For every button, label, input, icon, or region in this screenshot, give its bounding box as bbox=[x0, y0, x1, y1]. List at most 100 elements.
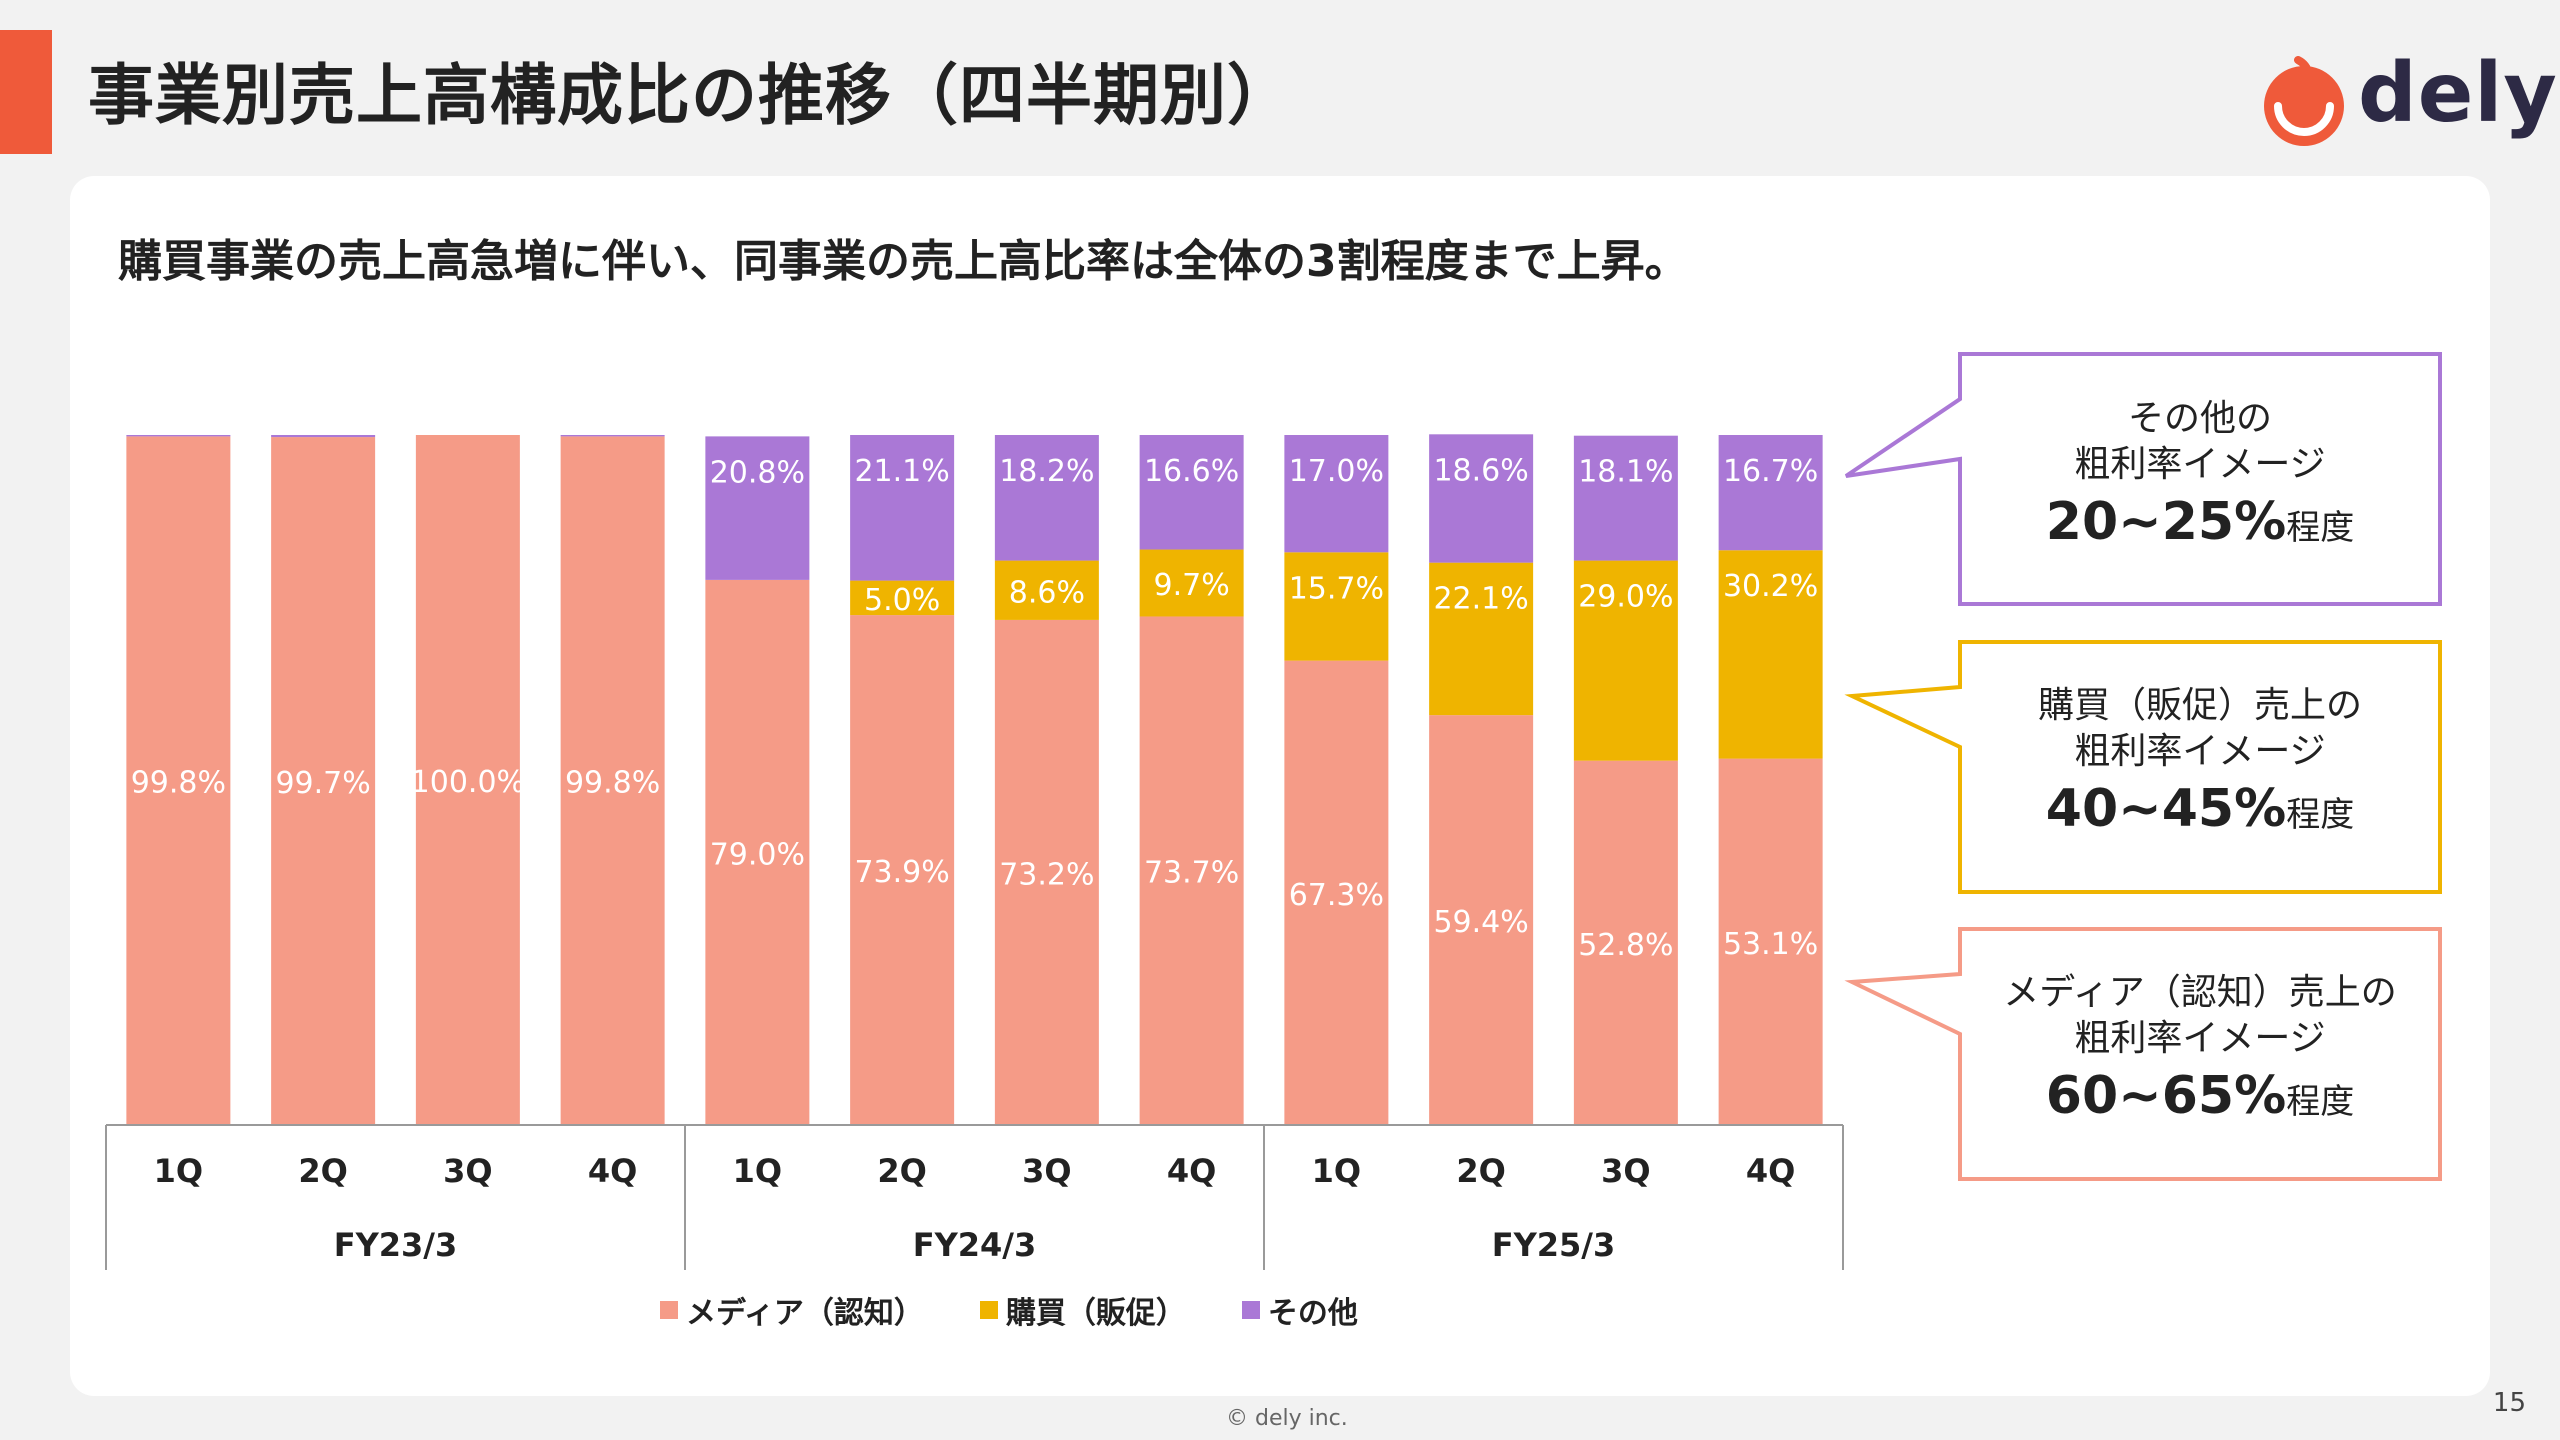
page-number: 15 bbox=[2492, 1388, 2526, 1418]
data-label-media-3: 100.0% bbox=[411, 765, 525, 800]
legend-swatch-media bbox=[660, 1301, 678, 1319]
dely-logo: dely bbox=[2258, 46, 2557, 156]
bar-media-1 bbox=[126, 436, 231, 1125]
callout-media-line2: 粗利率イメージ bbox=[2074, 1018, 2326, 1059]
legend-label-purchase: 購買（販促） bbox=[1005, 1296, 1186, 1331]
x-tick-label-3: 3Q bbox=[443, 1152, 492, 1190]
data-label-media-4: 99.8% bbox=[565, 766, 660, 801]
bar-media-3 bbox=[415, 435, 520, 1125]
bar-purchase-9 bbox=[1284, 552, 1389, 661]
callout-purchase-text: 購買（販促）売上の 粗利率イメージ 40~45%程度 bbox=[1960, 683, 2440, 843]
data-label-media-5: 79.0% bbox=[710, 837, 805, 872]
data-label-media-9: 67.3% bbox=[1289, 878, 1384, 913]
data-label-purchase-6: 5.0% bbox=[864, 583, 940, 618]
callout-purchase-line2: 粗利率イメージ bbox=[2074, 731, 2326, 772]
legend-item-media: メディア（認知） bbox=[660, 1288, 924, 1332]
bar-media-12 bbox=[1718, 758, 1823, 1125]
x-tick-label-10: 2Q bbox=[1456, 1152, 1505, 1190]
bar-media-11 bbox=[1573, 760, 1678, 1125]
bar-media-10 bbox=[1429, 715, 1534, 1125]
bar-media-8 bbox=[1139, 616, 1244, 1125]
callout-media-line1: メディア（認知）売上の bbox=[2003, 972, 2397, 1013]
logo-text: dely bbox=[2358, 46, 2558, 141]
legend-label-media: メディア（認知） bbox=[686, 1296, 924, 1331]
bar-other-5 bbox=[705, 436, 810, 580]
footer-copyright: © dely inc. bbox=[1226, 1406, 1348, 1431]
bar-other-11 bbox=[1573, 435, 1678, 561]
bar-other-8 bbox=[1139, 435, 1244, 550]
bar-media-7 bbox=[994, 619, 1099, 1125]
bar-other-12 bbox=[1718, 435, 1823, 551]
bar-media-9 bbox=[1284, 660, 1389, 1125]
data-label-media-2: 99.7% bbox=[275, 766, 370, 801]
data-label-other-7: 18.2% bbox=[999, 454, 1094, 489]
legend-item-purchase: 購買（販促） bbox=[979, 1288, 1186, 1332]
callout-purchase-value: 40~45% bbox=[2045, 779, 2287, 839]
bar-purchase-6 bbox=[850, 580, 955, 616]
data-label-other-11: 18.1% bbox=[1578, 455, 1673, 490]
bar-other-9 bbox=[1284, 435, 1389, 553]
data-label-other-10: 18.6% bbox=[1433, 453, 1528, 488]
callout-media-value: 60~65% bbox=[2045, 1066, 2287, 1126]
data-label-media-12: 53.1% bbox=[1723, 927, 1818, 962]
callout-media-text: メディア（認知）売上の 粗利率イメージ 60~65%程度 bbox=[1960, 970, 2440, 1130]
data-label-purchase-8: 9.7% bbox=[1154, 568, 1230, 603]
x-tick-label-7: 3Q bbox=[1022, 1152, 1071, 1190]
bar-purchase-11 bbox=[1573, 560, 1678, 761]
data-label-purchase-9: 15.7% bbox=[1289, 571, 1384, 606]
bar-other-10 bbox=[1429, 434, 1534, 563]
bar-other-6 bbox=[850, 435, 955, 581]
legend-swatch-purchase bbox=[979, 1301, 998, 1319]
bar-purchase-12 bbox=[1718, 550, 1823, 759]
bar-media-6 bbox=[850, 615, 955, 1125]
data-label-media-10: 59.4% bbox=[1433, 905, 1528, 940]
x-tick-label-6: 2Q bbox=[877, 1152, 926, 1190]
callout-box-purchase bbox=[1844, 640, 2442, 894]
data-label-media-7: 73.2% bbox=[999, 857, 1094, 892]
bar-purchase-7 bbox=[994, 560, 1099, 620]
callout-other-line2: 粗利率イメージ bbox=[2074, 444, 2326, 485]
data-label-other-8: 16.6% bbox=[1144, 454, 1239, 489]
chart-legend: メディア（認知） 購買（販促） その他 bbox=[660, 1288, 1358, 1332]
data-label-other-6: 21.1% bbox=[854, 454, 949, 489]
x-tick-label-4: 4Q bbox=[588, 1152, 637, 1190]
data-label-purchase-12: 30.2% bbox=[1723, 569, 1818, 604]
data-label-purchase-11: 29.0% bbox=[1578, 580, 1673, 615]
callout-box-other bbox=[1844, 352, 2442, 606]
title-accent-bar bbox=[0, 30, 52, 154]
legend-swatch-other bbox=[1241, 1301, 1260, 1319]
data-label-media-11: 52.8% bbox=[1578, 928, 1673, 963]
x-tick-label-8: 4Q bbox=[1167, 1152, 1216, 1190]
callout-other-suffix: 程度 bbox=[2286, 508, 2355, 548]
callout-box-media bbox=[1844, 927, 2442, 1181]
x-tick-label-5: 1Q bbox=[733, 1152, 782, 1190]
data-label-media-1: 99.8% bbox=[131, 766, 226, 801]
bar-media-2 bbox=[271, 437, 376, 1125]
legend-item-other: その他 bbox=[1241, 1288, 1358, 1332]
bar-media-4 bbox=[560, 436, 665, 1125]
x-tick-label-9: 1Q bbox=[1312, 1152, 1361, 1190]
data-label-other-9: 17.0% bbox=[1289, 454, 1384, 489]
legend-label-other: その他 bbox=[1267, 1296, 1358, 1331]
callout-other-value: 20~25% bbox=[2045, 492, 2287, 552]
x-tick-label-12: 4Q bbox=[1746, 1152, 1795, 1190]
bar-purchase-8 bbox=[1139, 549, 1244, 617]
callout-other-text: その他の 粗利率イメージ 20~25%程度 bbox=[1960, 396, 2440, 556]
bar-other-1 bbox=[126, 435, 231, 437]
callout-purchase-suffix: 程度 bbox=[2286, 795, 2355, 835]
bar-other-7 bbox=[994, 435, 1099, 561]
data-label-media-6: 73.9% bbox=[854, 855, 949, 890]
group-label-2: FY24/3 bbox=[913, 1226, 1037, 1264]
callout-purchase-line1: 購買（販促）売上の bbox=[2037, 685, 2362, 726]
data-label-purchase-7: 8.6% bbox=[1009, 575, 1085, 610]
data-label-purchase-10: 22.1% bbox=[1433, 582, 1528, 617]
subtitle: 購買事業の売上高急増に伴い、同事業の売上高比率は全体の3割程度まで上昇。 bbox=[118, 236, 1689, 287]
bar-other-2 bbox=[271, 435, 376, 438]
x-tick-label-1: 1Q bbox=[154, 1152, 203, 1190]
callout-media-suffix: 程度 bbox=[2286, 1082, 2355, 1122]
data-label-other-12: 16.7% bbox=[1723, 454, 1818, 489]
x-tick-label-2: 2Q bbox=[298, 1152, 347, 1190]
x-tick-label-11: 3Q bbox=[1601, 1152, 1650, 1190]
bar-media-5 bbox=[705, 579, 810, 1125]
